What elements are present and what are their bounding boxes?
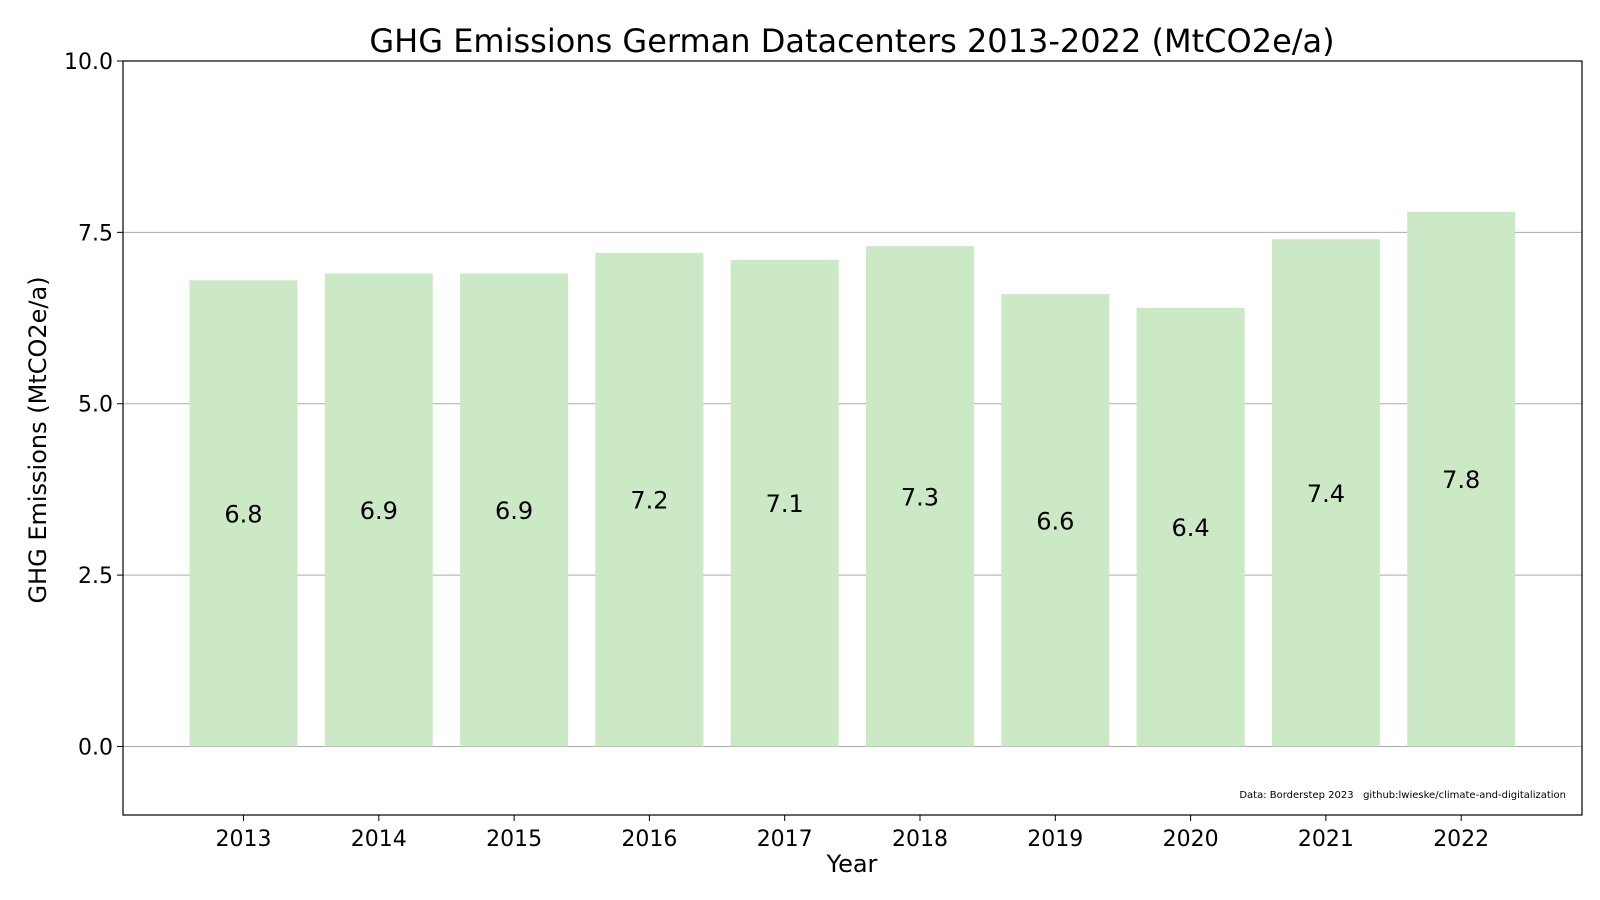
y-axis-label: GHG Emissions (MtCO2e/a) <box>24 276 52 603</box>
bar-2019 <box>1001 294 1110 747</box>
bar-2013 <box>189 280 298 747</box>
x-tick-label-2013: 2013 <box>216 827 272 852</box>
bar-2022 <box>1407 211 1516 747</box>
y-tick-label: 0.0 <box>78 735 113 760</box>
plot-frame <box>122 60 1583 816</box>
x-axis-ticks: 2013 2014 2015 2016 2017 2018 2019 2020 2021 2022 <box>216 815 1489 852</box>
bar-2020 <box>1136 307 1245 747</box>
bar-2021 <box>1271 239 1380 747</box>
x-tick-label-2017: 2017 <box>757 827 813 852</box>
bar-value-label-2021: 7.4 <box>1307 480 1345 508</box>
bar-2015 <box>460 273 569 747</box>
y-tick-label: 5.0 <box>78 393 113 418</box>
bar-value-label-2015: 6.9 <box>495 497 533 525</box>
bar-value-labels: 6.8 6.9 6.9 7.2 7.1 7.3 6.6 6.4 7.4 7.8 <box>224 466 1480 542</box>
y-tick-label: 10.0 <box>64 50 113 75</box>
x-axis-label: Year <box>826 850 878 878</box>
bar-value-label-2014: 6.9 <box>360 497 398 525</box>
bar-value-label-2017: 7.1 <box>766 490 804 518</box>
x-tick-label-2019: 2019 <box>1027 827 1083 852</box>
y-tick-label: 7.5 <box>78 221 113 246</box>
x-tick-label-2014: 2014 <box>351 827 407 852</box>
bar-2017 <box>730 259 839 747</box>
x-tick-label-2015: 2015 <box>486 827 542 852</box>
chart-title: GHG Emissions German Datacenters 2013-20… <box>369 22 1334 60</box>
bar-value-label-2013: 6.8 <box>224 500 262 528</box>
bar-2018 <box>866 246 974 747</box>
x-tick-label-2021: 2021 <box>1298 827 1354 852</box>
bar-value-label-2016: 7.2 <box>630 487 668 515</box>
x-tick-label-2016: 2016 <box>621 827 677 852</box>
x-tick-label-2018: 2018 <box>892 827 948 852</box>
bar-value-label-2022: 7.8 <box>1442 466 1480 494</box>
x-tick-label-2020: 2020 <box>1163 827 1219 852</box>
bars <box>189 211 1516 747</box>
x-tick-label-2022: 2022 <box>1433 827 1489 852</box>
bar-value-label-2019: 6.6 <box>1036 507 1074 535</box>
y-tick-label: 2.5 <box>78 564 113 589</box>
source-note: Data: Borderstep 2023 github:lwieske/cli… <box>1239 790 1566 801</box>
bar-value-label-2018: 7.3 <box>901 483 939 511</box>
bar-2016 <box>595 252 704 747</box>
bar-value-label-2020: 6.4 <box>1172 514 1210 542</box>
bar-2014 <box>324 273 433 747</box>
y-axis-ticks: 0.0 2.5 5.0 7.5 10.0 <box>64 50 123 760</box>
